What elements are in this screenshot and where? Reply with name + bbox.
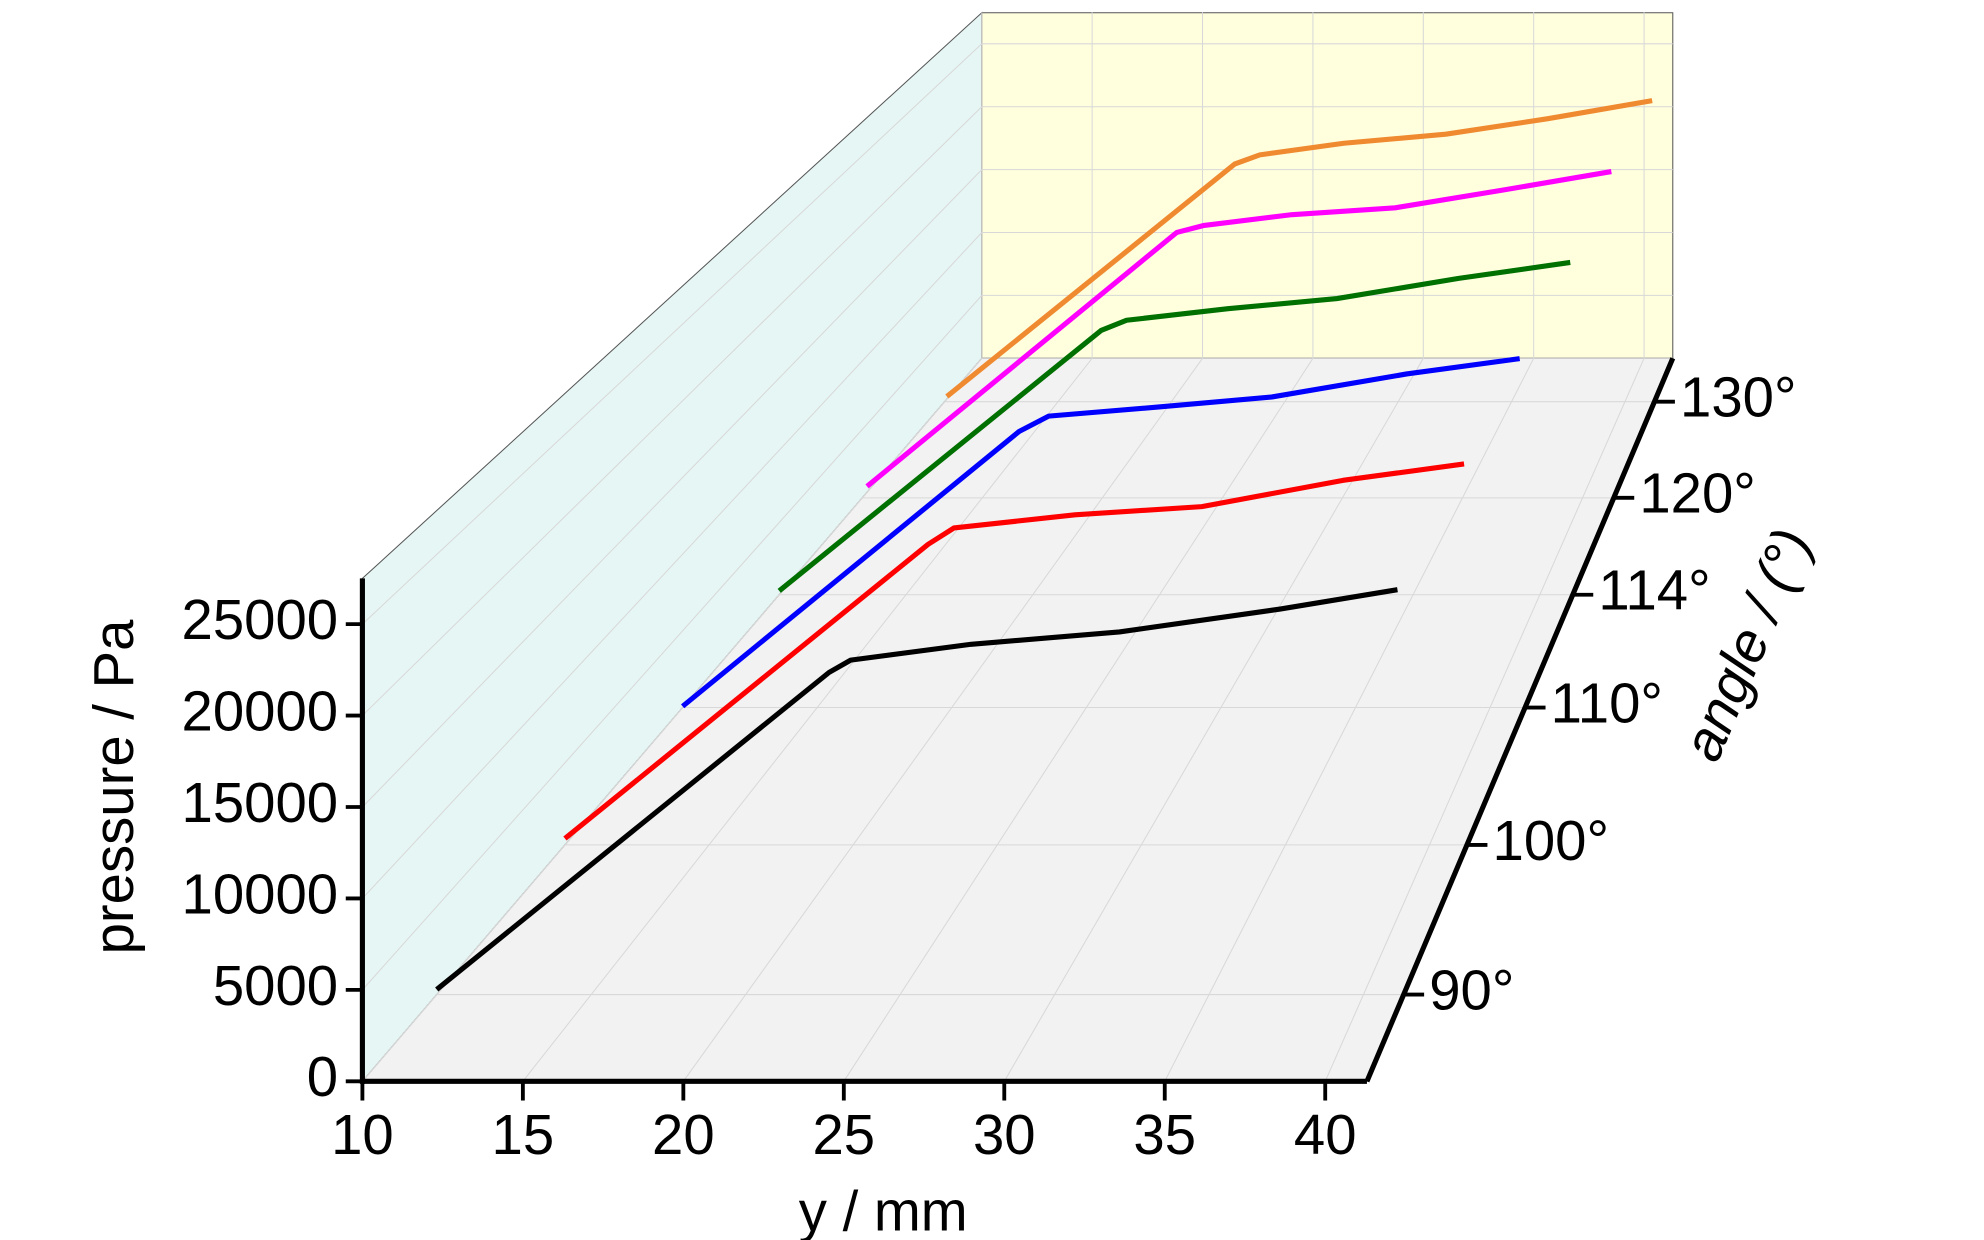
x-tick-label: 20 [652,1103,715,1166]
z-tick-label: 130° [1680,366,1796,429]
line [945,98,1653,399]
z-tick-label: 100° [1493,809,1609,872]
z-tick-label: 114° [1598,559,1710,622]
z-tick-label: 90° [1429,958,1514,1021]
grid-line [362,294,1673,991]
z-axis-label: angle / (°) [1670,520,1824,770]
line [777,259,1571,593]
y-tick-label: 20000 [182,679,339,742]
plot-area [435,98,1653,992]
y-axis-label: pressure / Pa [82,619,145,955]
z-tick-label: 120° [1639,462,1755,525]
x-tick-label: 35 [1133,1103,1196,1166]
y-tick-label: 15000 [182,771,339,834]
x-tick-label: 30 [973,1103,1036,1166]
y-tick-label: 10000 [182,862,339,925]
grid-line [362,106,1673,716]
line [563,461,1465,841]
line [680,356,1521,709]
x-axis-label: y / mm [799,1180,968,1240]
z-axis [1364,357,1676,1083]
grid-line [362,43,1673,625]
line [865,169,1612,489]
grid-line [362,357,1673,1082]
grid-line [362,231,1673,899]
x-tick-label: 15 [492,1103,555,1166]
x-tick-label: 25 [812,1103,875,1166]
y-tick-label: 5000 [213,954,338,1017]
x-tick-label: 10 [331,1103,394,1166]
y-tick-label: 0 [307,1045,338,1108]
x-tick-label: 40 [1294,1103,1357,1166]
grid-line [362,169,1673,808]
y-tick-label: 25000 [182,588,339,651]
line [435,587,1398,992]
z-tick-label: 110° [1551,671,1663,734]
